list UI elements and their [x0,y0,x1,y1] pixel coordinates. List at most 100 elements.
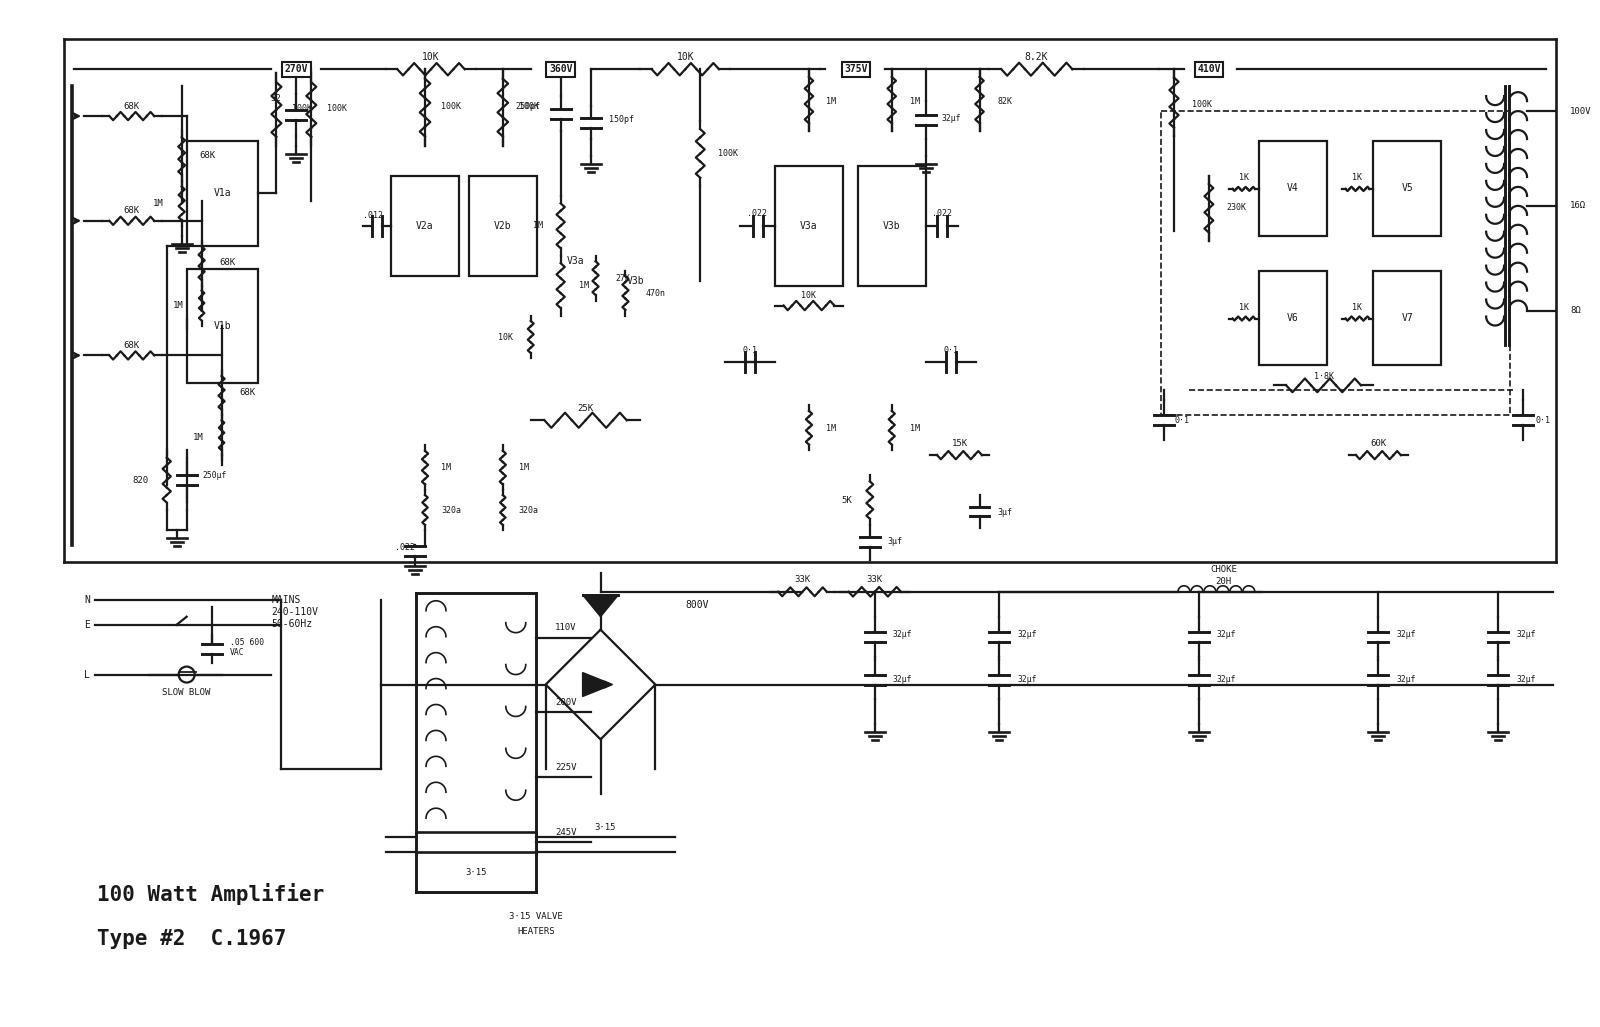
Text: 240-110V: 240-110V [272,607,318,617]
Bar [187,269,259,383]
Text: 1M: 1M [826,97,835,106]
Text: Type #2  C.1967: Type #2 C.1967 [98,928,286,949]
Text: V3a: V3a [566,256,584,266]
Text: 32: 32 [270,93,282,103]
Text: 3·15: 3·15 [466,868,486,876]
Text: 270V: 270V [285,65,309,74]
Text: V1b: V1b [214,321,232,331]
Text: .022: .022 [747,210,766,219]
Text: 68K: 68K [123,206,139,216]
Text: 32μf: 32μf [1517,631,1536,639]
Text: 32μf: 32μf [1018,631,1037,639]
Text: 32μf: 32μf [1018,675,1037,684]
Text: 32μf: 32μf [1517,675,1536,684]
Text: 10K: 10K [677,52,694,63]
Text: 0·1: 0·1 [942,346,958,355]
Text: 1·8K: 1·8K [1314,372,1333,381]
Text: 100K: 100K [328,104,347,113]
Text: 1M: 1M [533,221,542,230]
Text: 0·1: 0·1 [1174,416,1189,425]
Text: 150pf: 150pf [608,115,634,123]
Text: 1M: 1M [826,424,835,432]
Text: V2a: V2a [416,221,434,231]
Text: 3·15 VALVE: 3·15 VALVE [509,912,563,921]
Text: 3μf: 3μf [997,507,1013,517]
Text: 200V: 200V [555,698,576,707]
Text: 15K: 15K [952,439,968,448]
Text: N: N [83,595,90,605]
Bar [858,166,926,286]
Text: 27K: 27K [616,274,630,283]
Bar [187,141,259,245]
Text: 10K: 10K [498,333,512,342]
Text: 375V: 375V [845,65,867,74]
Text: 5K: 5K [842,496,851,504]
Text: 10K: 10K [802,291,816,300]
Text: 68K: 68K [240,388,256,396]
Text: 33K: 33K [794,575,810,584]
Text: 60K: 60K [1370,439,1387,448]
Text: 68K: 68K [219,258,235,267]
Text: 1M: 1M [154,199,163,208]
Text: .022: .022 [931,210,952,219]
Text: .012: .012 [363,212,382,221]
Text: 8.2K: 8.2K [1024,52,1048,63]
Text: 82K: 82K [997,97,1013,106]
Text: 320a: 320a [518,505,539,515]
Text: 320a: 320a [442,505,461,515]
Bar [1373,141,1442,236]
Polygon shape [582,673,613,696]
Text: 225V: 225V [555,763,576,772]
Text: 10K: 10K [422,52,440,63]
Text: 32μf: 32μf [893,631,912,639]
Text: 410V: 410V [1197,65,1221,74]
Text: 32μf: 32μf [893,675,912,684]
Text: 470n: 470n [645,289,666,298]
Bar [1162,111,1510,415]
Text: 32μf: 32μf [1397,675,1416,684]
Text: L: L [83,670,90,680]
Text: 250μf: 250μf [203,470,227,480]
Text: CHOKE: CHOKE [1211,565,1237,574]
Text: 68K: 68K [123,102,139,111]
Bar [390,176,459,275]
Text: 32μf: 32μf [1218,675,1237,684]
Text: 32μf: 32μf [1218,631,1237,639]
Text: 230K: 230K [1227,203,1246,213]
Text: 1K: 1K [1238,174,1248,183]
Bar [774,166,843,286]
Polygon shape [582,595,619,617]
Text: V7: V7 [1402,313,1413,324]
Text: 3·15: 3·15 [595,823,616,832]
Text: 1M: 1M [910,424,920,432]
Text: VAC: VAC [229,648,245,657]
Text: 1M: 1M [518,462,528,471]
Text: 250pf: 250pf [515,102,541,111]
Text: V3b: V3b [627,275,645,286]
Text: 32μf: 32μf [942,114,962,122]
Bar [469,176,536,275]
Text: 16Ω: 16Ω [1570,201,1586,211]
Text: 0·1: 0·1 [742,346,758,355]
Text: 100K: 100K [1192,100,1211,109]
Text: .022: .022 [395,543,414,553]
Text: 0·1: 0·1 [1536,416,1550,425]
Text: 100K: 100K [718,150,738,158]
Text: HEATERS: HEATERS [517,927,555,937]
Text: 1M: 1M [173,301,184,310]
Text: 100K: 100K [293,104,312,113]
Text: 50-60Hz: 50-60Hz [272,618,312,629]
Text: V2b: V2b [494,221,512,231]
Text: 1M: 1M [579,281,589,290]
Bar [1373,271,1442,366]
Text: 100V: 100V [1570,107,1592,116]
Bar [1259,141,1326,236]
Text: 100K: 100K [442,102,461,111]
Text: E: E [83,619,90,630]
Text: V1a: V1a [214,188,232,198]
Text: V5: V5 [1402,184,1413,193]
Text: 33K: 33K [867,575,883,584]
Text: 100 Watt Amplifier: 100 Watt Amplifier [98,883,325,905]
Text: 25K: 25K [578,404,594,413]
Text: 20H: 20H [1216,577,1232,586]
